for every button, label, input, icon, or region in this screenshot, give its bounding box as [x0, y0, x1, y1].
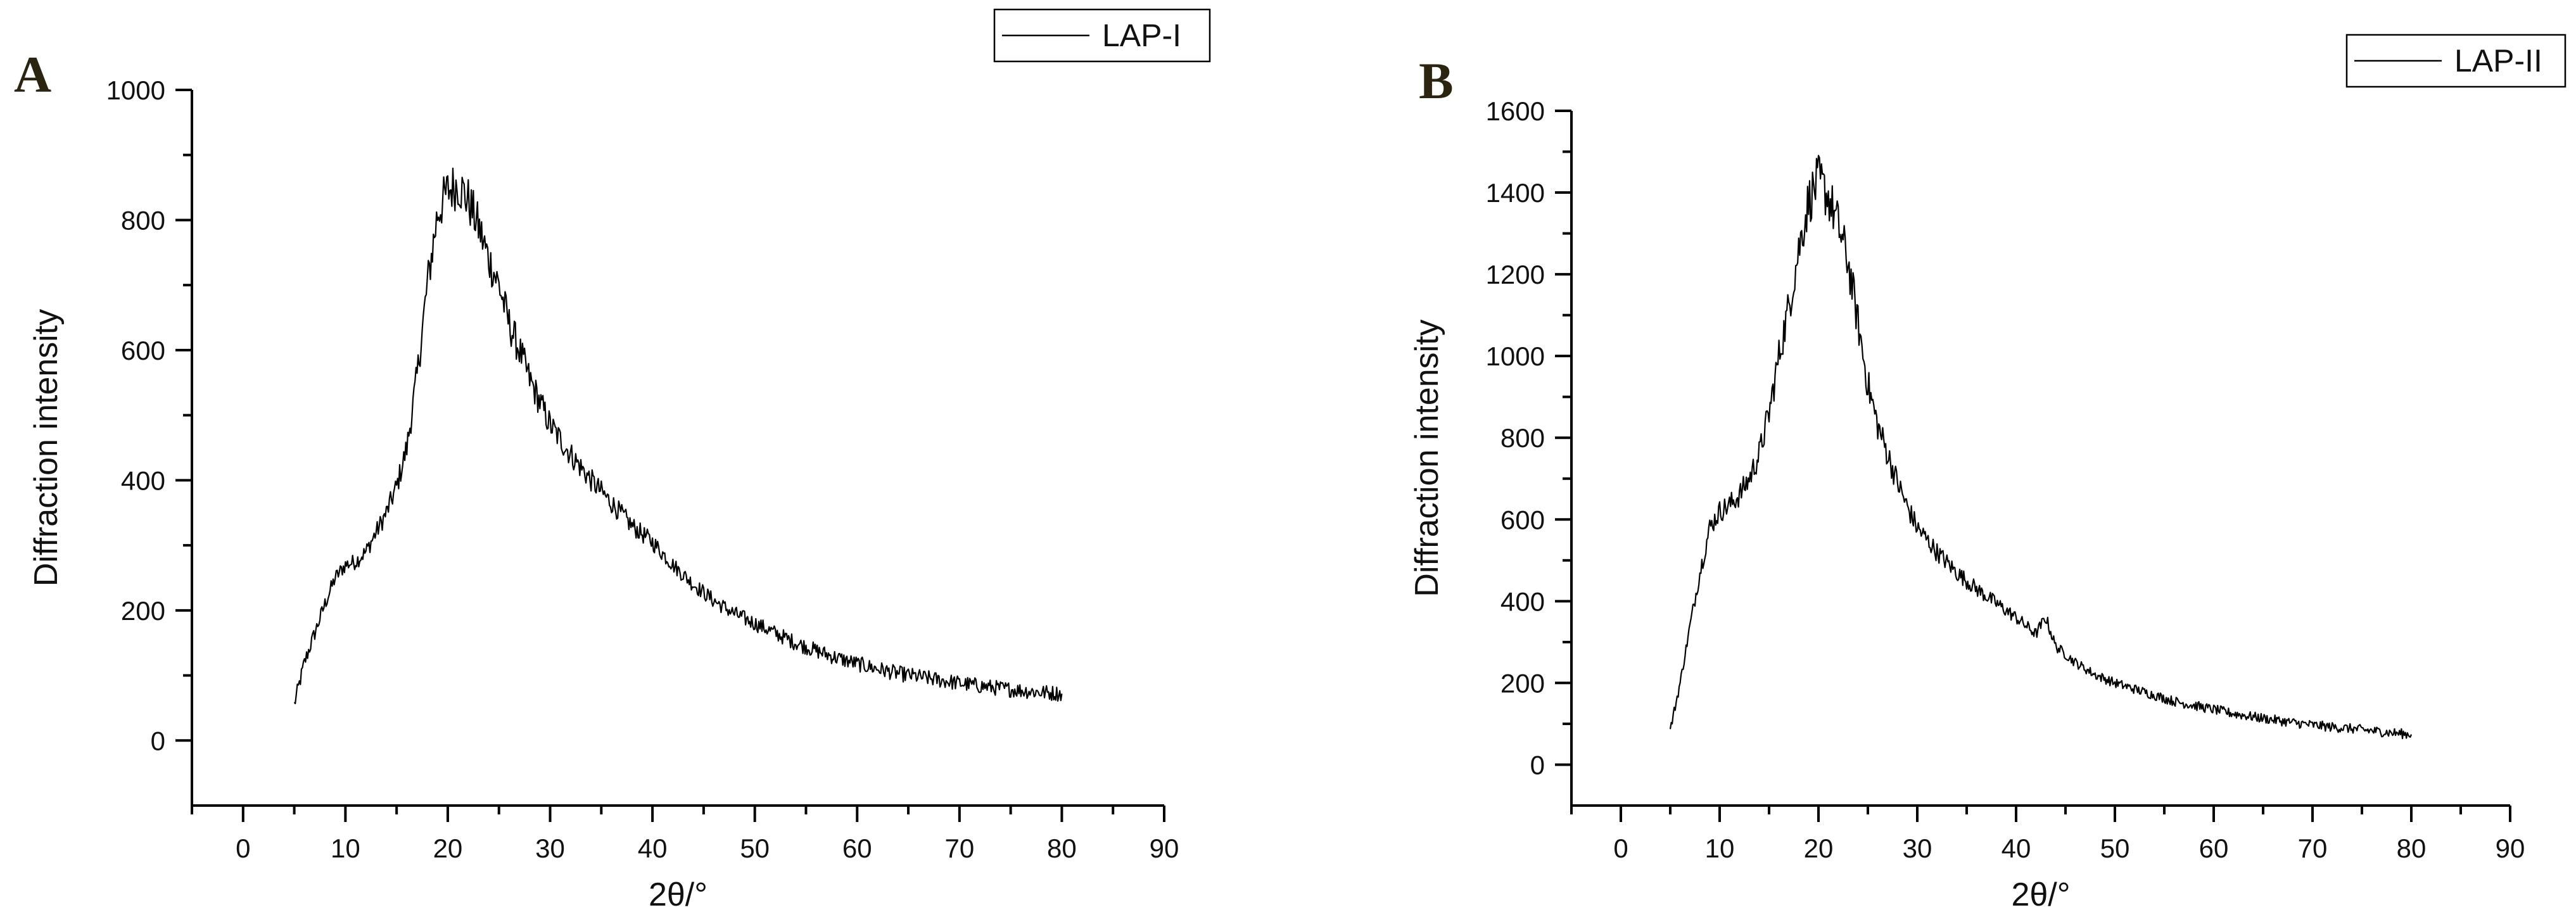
panel-letter: A — [14, 46, 51, 103]
y-tick-label: 800 — [1501, 423, 1545, 453]
legend: LAP-II — [2345, 34, 2566, 88]
legend-label: LAP-II — [2454, 43, 2542, 79]
y-tick-label: 800 — [121, 205, 165, 235]
x-tick-label: 60 — [842, 833, 872, 863]
y-axis-label: Diffraction intensity — [28, 309, 65, 586]
x-tick-label: 30 — [535, 833, 565, 863]
y-tick-label: 200 — [121, 596, 165, 626]
series-line — [1669, 155, 2413, 740]
y-axis-label: Diffraction intensity — [1409, 319, 1445, 597]
x-tick-label: 40 — [2002, 833, 2031, 863]
y-tick-label: 1000 — [1486, 341, 1545, 371]
x-tick-label: 40 — [638, 833, 668, 863]
x-tick-label: 80 — [1047, 833, 1077, 863]
series-line — [293, 167, 1063, 705]
y-tick-label: 200 — [1501, 668, 1545, 698]
legend-label: LAP-I — [1102, 18, 1181, 53]
y-tick-label: 400 — [121, 465, 165, 495]
x-tick-label: 50 — [740, 833, 770, 863]
legend: LAP-I — [993, 8, 1211, 63]
y-tick-label: 0 — [151, 726, 165, 756]
x-tick-label: 60 — [2199, 833, 2229, 863]
x-tick-label: 70 — [944, 833, 974, 863]
y-tick-label: 1600 — [1486, 96, 1545, 126]
x-tick-label: 10 — [331, 833, 360, 863]
x-axis-label: 2θ/° — [2011, 876, 2070, 913]
y-tick-label: 1000 — [106, 75, 165, 105]
panel-b: B 0 10 20 30 40 50 60 70 80 90 0 200 400 600 800 1000 120… — [1409, 34, 2566, 913]
x-tick-label: 80 — [2397, 833, 2427, 863]
x-tick-label: 70 — [2298, 833, 2328, 863]
x-tick-label: 90 — [1150, 833, 1179, 863]
x-tick-label: 0 — [1613, 833, 1628, 863]
y-tick-label: 600 — [1501, 505, 1545, 534]
panel-a: A 0 10 20 30 40 50 60 70 80 90 0 200 400 600 800 1000 2θ/… — [14, 8, 1211, 913]
y-tick-label: 400 — [1501, 586, 1545, 616]
y-tick-label: 1200 — [1486, 260, 1545, 289]
x-tick-label: 50 — [2100, 833, 2130, 863]
y-tick-label: 600 — [121, 336, 165, 365]
x-tick-label: 20 — [433, 833, 463, 863]
x-tick-label: 90 — [2496, 833, 2525, 863]
y-tick-label: 1400 — [1486, 178, 1545, 208]
x-tick-label: 0 — [236, 833, 250, 863]
panel-letter: B — [1419, 52, 1454, 110]
x-tick-label: 30 — [1903, 833, 1932, 863]
x-axis-label: 2θ/° — [649, 876, 707, 913]
x-tick-label: 20 — [1804, 833, 1834, 863]
y-tick-label: 0 — [1530, 750, 1545, 780]
x-tick-label: 10 — [1705, 833, 1735, 863]
